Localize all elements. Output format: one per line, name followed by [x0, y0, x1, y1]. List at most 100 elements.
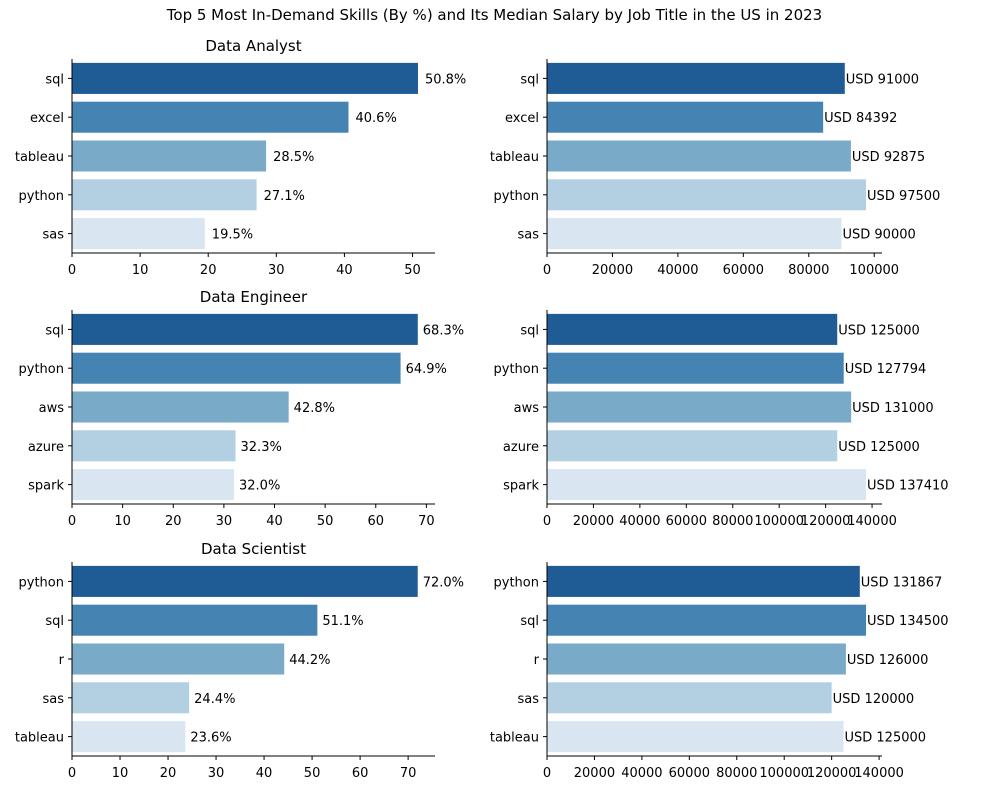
bar-sas: [547, 682, 832, 714]
bar-sql: [547, 604, 867, 636]
x-tick-label: 20: [200, 263, 217, 278]
data-label: USD 125000: [845, 731, 927, 746]
bar-excel: [72, 101, 349, 133]
x-tick-label: 10: [114, 514, 131, 529]
bar-excel: [547, 101, 824, 133]
bar-python: [72, 352, 401, 384]
bar-r: [72, 643, 285, 675]
data-label: USD 126000: [847, 653, 929, 668]
category-label: sql: [45, 614, 64, 629]
bar-sql: [72, 62, 418, 94]
bar-aws: [547, 391, 852, 423]
bar-azure: [72, 430, 236, 462]
category-label: azure: [28, 440, 64, 455]
data-label: 64.9%: [406, 362, 447, 377]
bar-sas: [72, 218, 205, 250]
x-tick-label: 20000: [573, 514, 614, 529]
x-tick-label: 30: [268, 263, 285, 278]
x-tick-label: 0: [543, 766, 551, 781]
bar-sql: [547, 313, 838, 345]
bar-tableau: [72, 140, 267, 172]
x-tick-label: 60000: [723, 263, 764, 278]
x-tick-label: 20000: [574, 766, 615, 781]
category-label: python: [494, 575, 539, 590]
data-label: USD 134500: [867, 614, 949, 629]
bar-python: [547, 565, 860, 597]
bar-r: [547, 643, 846, 675]
data-label: 28.5%: [273, 150, 314, 165]
category-label: spark: [503, 479, 539, 494]
category-label: tableau: [15, 731, 64, 746]
data-label: 32.3%: [241, 440, 282, 455]
x-tick-label: 30: [216, 514, 233, 529]
bar-python: [547, 352, 844, 384]
category-label: tableau: [490, 150, 539, 165]
data-label: 24.4%: [194, 692, 235, 707]
bar-aws: [72, 391, 289, 423]
x-tick-label: 50: [404, 263, 421, 278]
x-tick-label: 100000: [754, 514, 804, 529]
category-label: tableau: [15, 150, 64, 165]
data-label: USD 84392: [824, 111, 897, 126]
chart-title: Data Engineer: [200, 288, 308, 306]
x-tick-label: 10: [132, 263, 149, 278]
x-tick-label: 40: [266, 514, 283, 529]
category-label: sas: [517, 692, 539, 707]
data-label: USD 131867: [861, 575, 943, 590]
x-tick-label: 40000: [621, 766, 662, 781]
data-label: USD 91000: [846, 72, 919, 87]
category-label: excel: [30, 111, 64, 126]
data-label: USD 97500: [867, 189, 940, 204]
x-tick-label: 80000: [716, 766, 757, 781]
data-label: 50.8%: [425, 72, 466, 87]
bar-spark: [547, 469, 867, 501]
category-label: spark: [28, 479, 64, 494]
x-tick-label: 50: [304, 766, 321, 781]
bar-sql: [72, 604, 318, 636]
x-tick-label: 80000: [712, 514, 753, 529]
bar-spark: [72, 469, 235, 501]
data-label: 27.1%: [264, 189, 305, 204]
data-label: 68.3%: [423, 323, 464, 338]
data-label: 23.6%: [190, 731, 231, 746]
bar-python: [72, 179, 257, 211]
category-label: sas: [517, 228, 539, 243]
x-tick-label: 40: [336, 263, 353, 278]
x-tick-label: 120000: [807, 766, 857, 781]
data-label: USD 92875: [852, 150, 925, 165]
category-label: r: [59, 653, 65, 668]
category-label: azure: [503, 440, 539, 455]
x-tick-label: 60: [367, 514, 384, 529]
data-label: USD 127794: [845, 362, 927, 377]
data-label: 19.5%: [212, 228, 253, 243]
data-label: 51.1%: [322, 614, 363, 629]
category-label: aws: [39, 401, 65, 416]
bar-sql: [72, 313, 418, 345]
bar-python: [72, 565, 418, 597]
x-tick-label: 30: [208, 766, 225, 781]
x-tick-label: 70: [400, 766, 417, 781]
x-tick-label: 40: [256, 766, 273, 781]
x-tick-label: 140000: [847, 514, 897, 529]
x-tick-label: 100000: [849, 263, 899, 278]
x-tick-label: 20: [160, 766, 177, 781]
x-tick-label: 100000: [759, 766, 809, 781]
x-tick-label: 40000: [657, 263, 698, 278]
bar-sql: [547, 62, 845, 94]
bar-tableau: [72, 721, 186, 753]
data-label: USD 131000: [852, 401, 934, 416]
data-label: USD 137410: [867, 479, 949, 494]
category-label: python: [494, 189, 539, 204]
x-tick-label: 20000: [592, 263, 633, 278]
x-tick-label: 140000: [854, 766, 904, 781]
data-label: 72.0%: [423, 575, 464, 590]
category-label: sql: [520, 72, 539, 87]
x-tick-label: 60000: [666, 514, 707, 529]
category-label: tableau: [490, 731, 539, 746]
data-label: 42.8%: [294, 401, 335, 416]
bar-sas: [72, 682, 190, 714]
bar-sas: [547, 218, 842, 250]
category-label: python: [19, 575, 64, 590]
bar-tableau: [547, 140, 851, 172]
